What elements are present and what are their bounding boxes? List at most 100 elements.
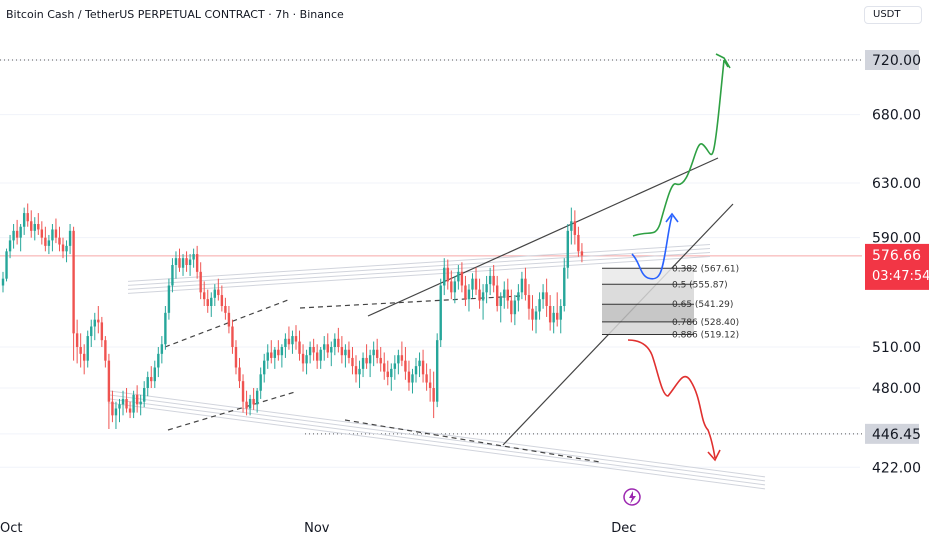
candle-body [164,312,167,345]
candle-body [559,306,562,320]
candle-body [266,352,269,361]
candle-body [478,289,481,301]
candle-body [100,322,104,341]
candle-body [435,340,439,402]
candle-body [527,295,531,309]
candle-body [397,355,400,364]
candle-body [308,347,312,356]
candle-body [425,374,428,383]
candle-body [72,230,75,334]
candle-body [566,230,569,268]
candle-body [252,398,255,405]
candle-body [143,388,146,402]
currency-selector[interactable]: USDT [864,6,922,24]
candle-body [351,357,354,367]
candle-body [210,297,213,306]
candle-body [111,401,114,416]
fib-zone [602,268,694,285]
candle-body [241,381,245,402]
candle-body [26,213,29,222]
candle-body [224,306,227,313]
y-tick-label: 422.00 [872,460,921,476]
dashed-trend-4 [344,419,601,463]
candle-body [255,390,259,405]
candle-body [298,341,301,354]
candle-body [386,371,389,378]
candle-body [234,347,238,368]
candle-body [195,254,199,272]
candle-body [323,344,326,350]
candle-body [107,360,111,402]
y-tick-label: 680.00 [872,108,921,124]
green-projection-path [632,59,725,237]
wedge-upper-line [367,157,719,317]
candle-body [273,349,277,358]
candle-body [146,377,149,388]
candle-body [379,357,382,364]
candle-body [150,377,153,382]
channel-band-lower [107,398,766,486]
candle-body [104,340,107,361]
time-axis: Oct Nov Dec [0,521,636,536]
candle-body [411,374,414,383]
candle-body [450,281,453,293]
candle-body [563,267,566,306]
fib-label-0.382: 0.382 (567.61) [672,264,739,274]
candle-body [231,326,234,347]
candle-body [82,353,86,361]
axis-label-box [865,423,919,444]
candle-body [467,289,471,300]
candle-body [368,355,372,364]
candle-body [270,352,273,358]
candle-body [284,338,287,347]
candle-body [12,230,15,241]
fib-zone [602,304,694,322]
channel-band-upper [127,256,711,294]
candle-body [248,398,252,409]
candle-body [65,245,68,252]
candle-body [40,229,44,238]
candle-body [464,285,467,300]
candle-body [439,285,442,341]
candle-body [315,352,319,361]
candle-body [291,336,294,345]
candle-body [556,312,559,320]
candle-body [37,224,40,230]
candle-body [340,347,344,356]
candle-body [365,357,368,364]
candle-body [171,265,174,286]
y-tick-label: 480.00 [872,381,921,397]
candle-body [460,271,464,286]
candle-body [139,401,142,405]
candle-body [33,224,36,231]
candle-body [474,278,478,290]
countdown-label: 03:47:54 [872,269,930,284]
y-tick-label: 590.00 [872,231,921,247]
candle-body [432,388,435,402]
candle-body [61,244,65,252]
channel-band-upper [127,244,711,282]
candle-body [114,408,118,416]
y-tick-label: 720.00 [872,53,921,69]
fib-label-0.65: 0.65 (541.29) [672,300,733,310]
fib-retracement: 0.382 (567.61) 0.5 (555.87) 0.65 (541.29) 0… [602,264,739,341]
fib-label-0.5: 0.5 (555.87) [672,280,728,290]
current-price-badge [865,243,929,290]
x-tick-label: Nov [304,521,330,536]
y-tick-label: 630.00 [872,176,921,192]
candle-body [8,240,12,252]
candle-body [499,297,502,306]
candle-body [428,382,432,388]
candle-body [287,338,291,345]
candle-body [157,353,160,368]
candle-body [277,349,280,356]
fib-label-0.886: 0.886 (519.12) [672,331,739,341]
candle-body [86,336,89,361]
drawings-layer [107,157,766,490]
candle-body [404,360,407,372]
candle-body [354,366,358,375]
candle-body [135,394,139,405]
candle-body [185,258,188,265]
